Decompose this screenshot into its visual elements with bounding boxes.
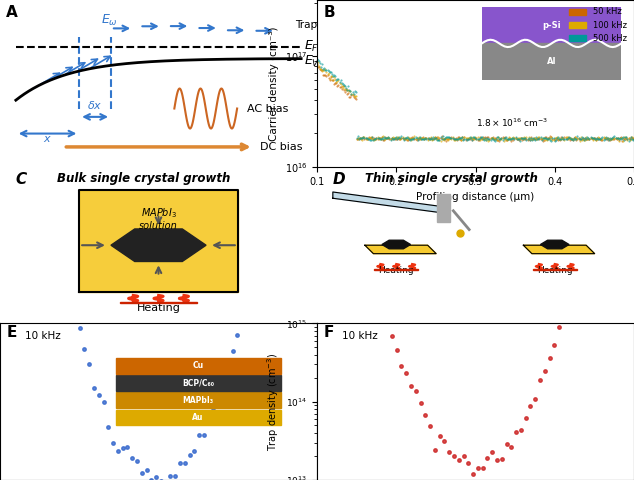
- Bar: [374, 269, 418, 270]
- Text: Heating: Heating: [378, 266, 414, 276]
- Legend: 50 kHz, 100 kHz, 500 kHz: 50 kHz, 100 kHz, 500 kHz: [566, 4, 630, 46]
- Polygon shape: [540, 240, 569, 249]
- Text: E: E: [6, 325, 16, 340]
- Text: 10 kHz: 10 kHz: [25, 331, 61, 341]
- Polygon shape: [523, 245, 595, 253]
- X-axis label: Profiling distance (μm): Profiling distance (μm): [417, 192, 534, 202]
- Text: MAPbI$_3$
solution: MAPbI$_3$ solution: [139, 206, 178, 231]
- Text: Trap states: Trap states: [295, 20, 352, 30]
- Text: $\delta x$: $\delta x$: [87, 98, 103, 110]
- Text: $E_F$: $E_F$: [304, 39, 320, 54]
- Text: DC bias: DC bias: [260, 142, 302, 152]
- Text: F: F: [323, 325, 333, 340]
- Polygon shape: [365, 245, 436, 253]
- Text: Heating: Heating: [136, 303, 181, 313]
- Text: Heating: Heating: [537, 266, 573, 276]
- Text: $E_V$: $E_V$: [304, 54, 321, 69]
- Text: Thin single crystal growth: Thin single crystal growth: [365, 172, 538, 185]
- Bar: [437, 193, 450, 222]
- Bar: [533, 269, 577, 270]
- Text: C: C: [16, 172, 27, 187]
- Text: B: B: [323, 5, 335, 20]
- Y-axis label: Trap density (cm$^{-3}$): Trap density (cm$^{-3}$): [265, 353, 280, 451]
- Polygon shape: [79, 191, 238, 292]
- Text: $1.8 \times 10^{16}$ cm$^{-3}$: $1.8 \times 10^{16}$ cm$^{-3}$: [476, 117, 548, 129]
- Text: $x$: $x$: [43, 134, 52, 144]
- Polygon shape: [333, 192, 450, 214]
- Polygon shape: [382, 240, 411, 249]
- Text: AC bias: AC bias: [247, 104, 288, 114]
- Y-axis label: Carrier density (cm⁻³): Carrier density (cm⁻³): [269, 26, 279, 141]
- Bar: [120, 301, 197, 303]
- Text: D: D: [333, 172, 346, 187]
- Text: $E_\omega$: $E_\omega$: [101, 12, 119, 27]
- Polygon shape: [111, 229, 206, 262]
- Text: A: A: [6, 5, 18, 20]
- Text: 10 kHz: 10 kHz: [342, 331, 378, 341]
- Text: Bulk single crystal growth: Bulk single crystal growth: [57, 172, 230, 185]
